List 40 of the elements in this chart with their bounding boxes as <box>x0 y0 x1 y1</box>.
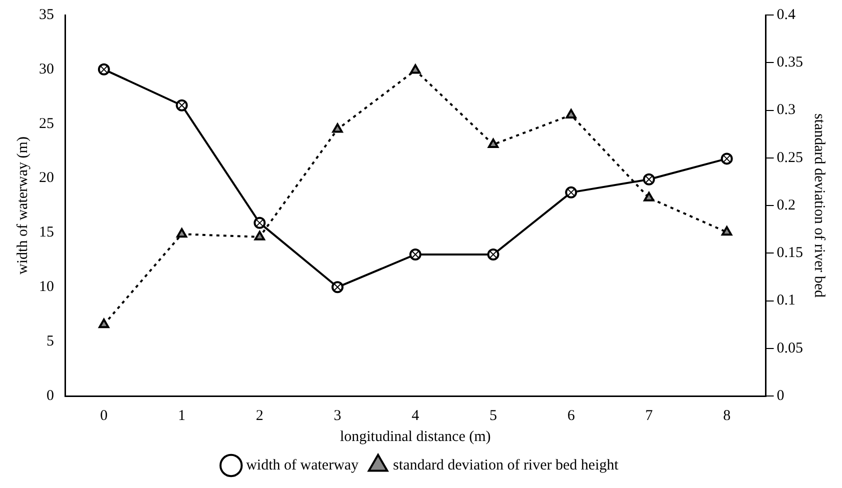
y2-tick-label: 0.25 <box>776 150 803 166</box>
point <box>176 228 188 238</box>
y-tick-label: 0 <box>46 388 54 404</box>
x-tick-label: 7 <box>645 408 654 424</box>
y2-axis-title: standard deviation of river bed <box>811 113 828 298</box>
point <box>410 64 421 74</box>
y-tick-label: 15 <box>39 224 54 241</box>
y-axis-title: width of waterway (m) <box>14 136 31 274</box>
x-axis-title: longitudinal distance (m) <box>340 428 491 445</box>
point <box>721 226 732 236</box>
point <box>98 318 110 328</box>
y2-tick-label: 0.3 <box>776 102 796 118</box>
y2-tick-label: 0.2 <box>776 197 796 214</box>
y-tick-label: 30 <box>39 61 54 78</box>
x-tick-label: 1 <box>178 408 186 424</box>
y-tick-label: 25 <box>39 116 54 132</box>
point <box>644 192 654 202</box>
y2-tick-label: 0.4 <box>776 6 796 23</box>
x-tick-label: 6 <box>567 408 576 424</box>
legend-label: standard deviation of river bed height <box>393 457 620 474</box>
x-tick-label: 4 <box>412 408 420 424</box>
point <box>488 138 499 148</box>
x-tick-label: 8 <box>723 408 731 424</box>
x-tick-label: 3 <box>334 408 342 424</box>
x-tick-label: 5 <box>489 408 497 424</box>
y2-tick-label: 0.1 <box>776 292 796 309</box>
point <box>566 109 576 119</box>
point <box>332 123 343 133</box>
y2-tick-label: 0.15 <box>776 245 803 262</box>
y-tick-label: 20 <box>39 170 54 186</box>
y-tick-label: 35 <box>39 6 54 23</box>
legend-label: width of waterway <box>246 457 360 474</box>
y2-tick-label: 0.05 <box>776 340 803 356</box>
y2-tick-label: 0 <box>776 388 784 404</box>
y-tick-label: 5 <box>46 334 54 350</box>
y2-tick-label: 0.35 <box>776 54 803 71</box>
point <box>254 230 265 240</box>
x-tick-label: 0 <box>100 408 108 424</box>
x-tick-label: 2 <box>256 408 264 424</box>
y-tick-label: 10 <box>39 279 54 296</box>
